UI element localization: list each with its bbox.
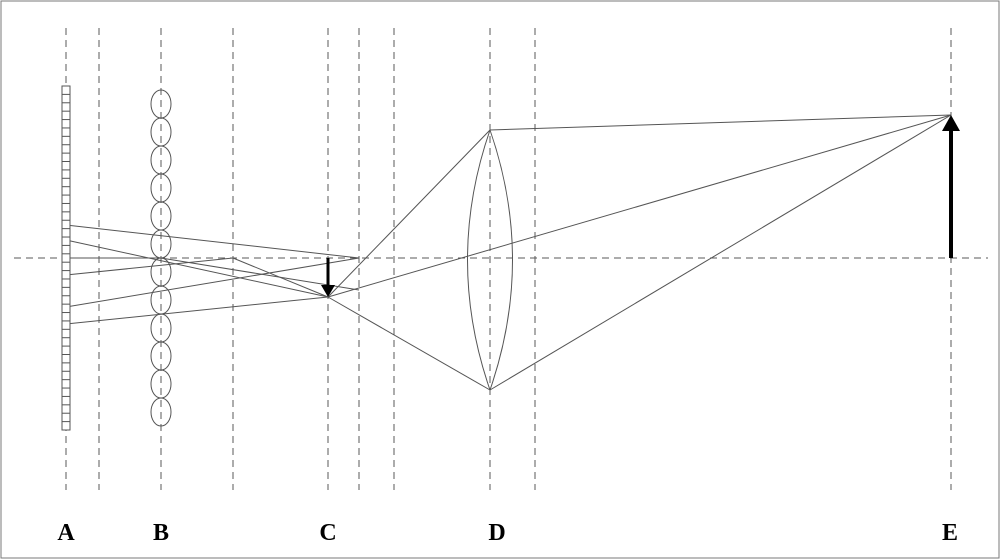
label-E: E — [942, 520, 958, 547]
label-C: C — [319, 520, 336, 547]
label-D: D — [488, 520, 505, 547]
label-B: B — [153, 520, 169, 547]
diagram-container: A B C D E — [0, 0, 1000, 559]
optical-diagram-svg — [0, 0, 1000, 559]
label-A: A — [57, 520, 74, 547]
